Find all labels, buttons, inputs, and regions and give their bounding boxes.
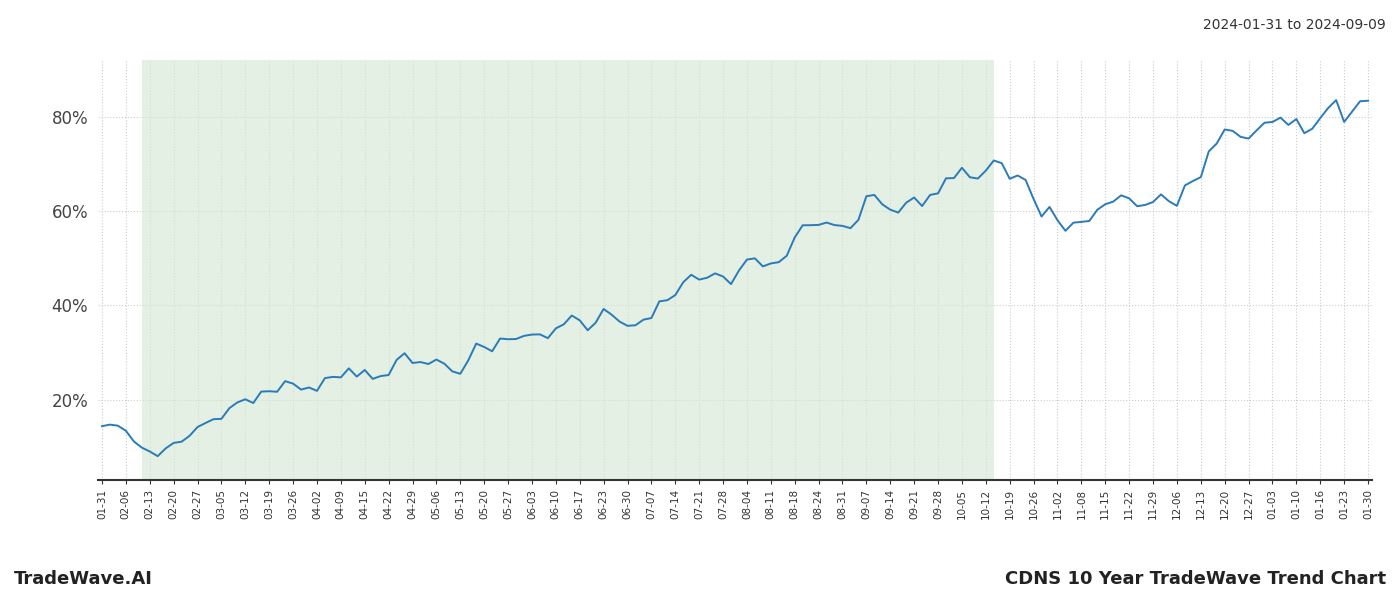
Text: CDNS 10 Year TradeWave Trend Chart: CDNS 10 Year TradeWave Trend Chart (1005, 570, 1386, 588)
Text: 2024-01-31 to 2024-09-09: 2024-01-31 to 2024-09-09 (1203, 18, 1386, 32)
Text: TradeWave.AI: TradeWave.AI (14, 570, 153, 588)
Bar (141, 60, 994, 480)
